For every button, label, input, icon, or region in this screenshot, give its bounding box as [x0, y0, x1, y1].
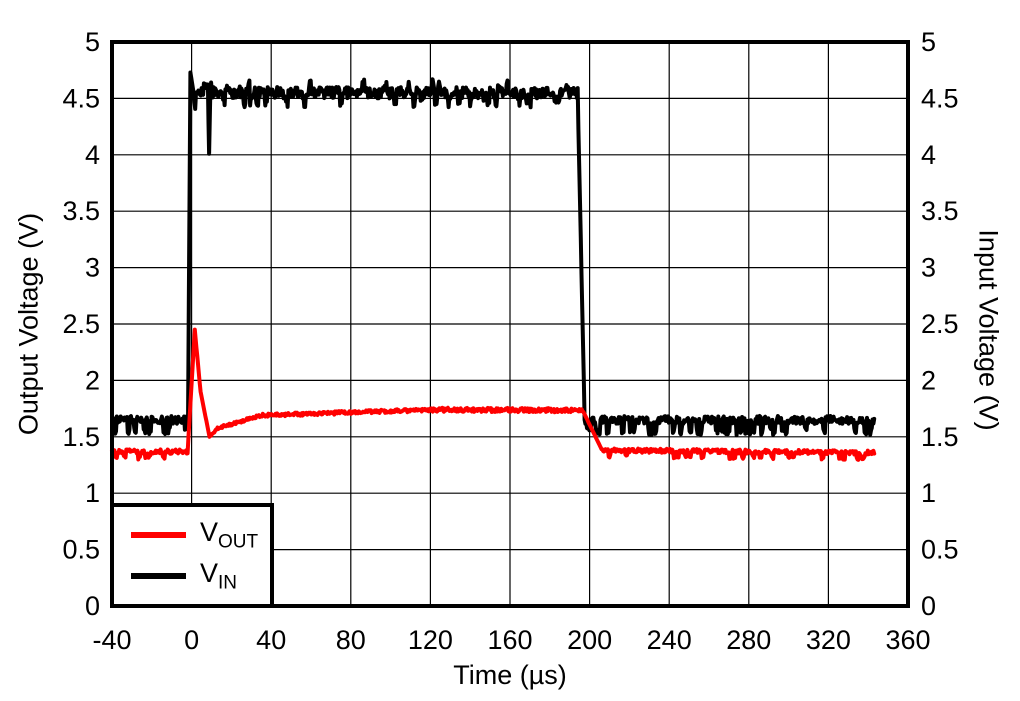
right-y-tick-label: 3.5	[921, 196, 959, 226]
legend-item-vin: VIN	[131, 560, 270, 592]
right-axis-title: Input Voltage (V)	[973, 229, 1004, 431]
left-y-tick-label: 0.5	[62, 535, 100, 565]
right-y-tick-label: 0.5	[921, 535, 959, 565]
right-y-tick-label: 1.5	[921, 422, 959, 452]
x-tick-label: 0	[184, 625, 199, 655]
x-tick-label: 320	[806, 625, 851, 655]
left-y-tick-label: 5	[85, 27, 100, 57]
left-axis-title: Output Voltage (V)	[13, 212, 44, 436]
x-tick-label: 240	[647, 625, 692, 655]
vout-legend-label: VOUT	[200, 516, 259, 552]
right-y-tick-label: 5	[921, 27, 936, 57]
vin-trace	[110, 70, 877, 438]
left-y-tick-label: 4	[85, 140, 100, 170]
vin-legend-label: VIN	[200, 558, 238, 594]
left-y-tick-label: 3	[85, 253, 100, 283]
x-tick-label: 200	[567, 625, 612, 655]
left-y-tick-label: 4.5	[62, 83, 100, 113]
vout-trace	[110, 327, 877, 462]
left-y-tick-label: 1.5	[62, 422, 100, 452]
vin-line-swatch	[131, 573, 186, 580]
x-tick-label: 360	[885, 625, 930, 655]
right-y-tick-label: 3	[921, 253, 936, 283]
legend-item-vout: VOUT	[131, 516, 270, 552]
x-tick-label: -40	[92, 625, 131, 655]
legend: VOUT VIN	[110, 503, 274, 608]
right-y-tick-label: 4	[921, 140, 936, 170]
right-y-tick-label: 2.5	[921, 309, 959, 339]
x-tick-label: 160	[487, 625, 532, 655]
gridlines	[112, 42, 908, 606]
right-y-tick-label: 2	[921, 365, 936, 395]
x-axis-title: Time (µs)	[453, 660, 567, 690]
x-tick-label: 120	[408, 625, 453, 655]
right-y-tick-label: 4.5	[921, 83, 959, 113]
x-tick-label: 280	[726, 625, 771, 655]
vout-line-swatch	[131, 531, 186, 538]
left-y-tick-label: 2	[85, 365, 100, 395]
left-y-tick-label: 0	[85, 591, 100, 621]
x-tick-label: 80	[336, 625, 366, 655]
left-y-tick-label: 1	[85, 478, 100, 508]
plot-frame	[110, 40, 910, 608]
x-tick-label: 40	[256, 625, 286, 655]
left-y-tick-label: 3.5	[62, 196, 100, 226]
right-y-tick-label: 0	[921, 591, 936, 621]
left-y-tick-label: 2.5	[62, 309, 100, 339]
right-y-tick-label: 1	[921, 478, 936, 508]
